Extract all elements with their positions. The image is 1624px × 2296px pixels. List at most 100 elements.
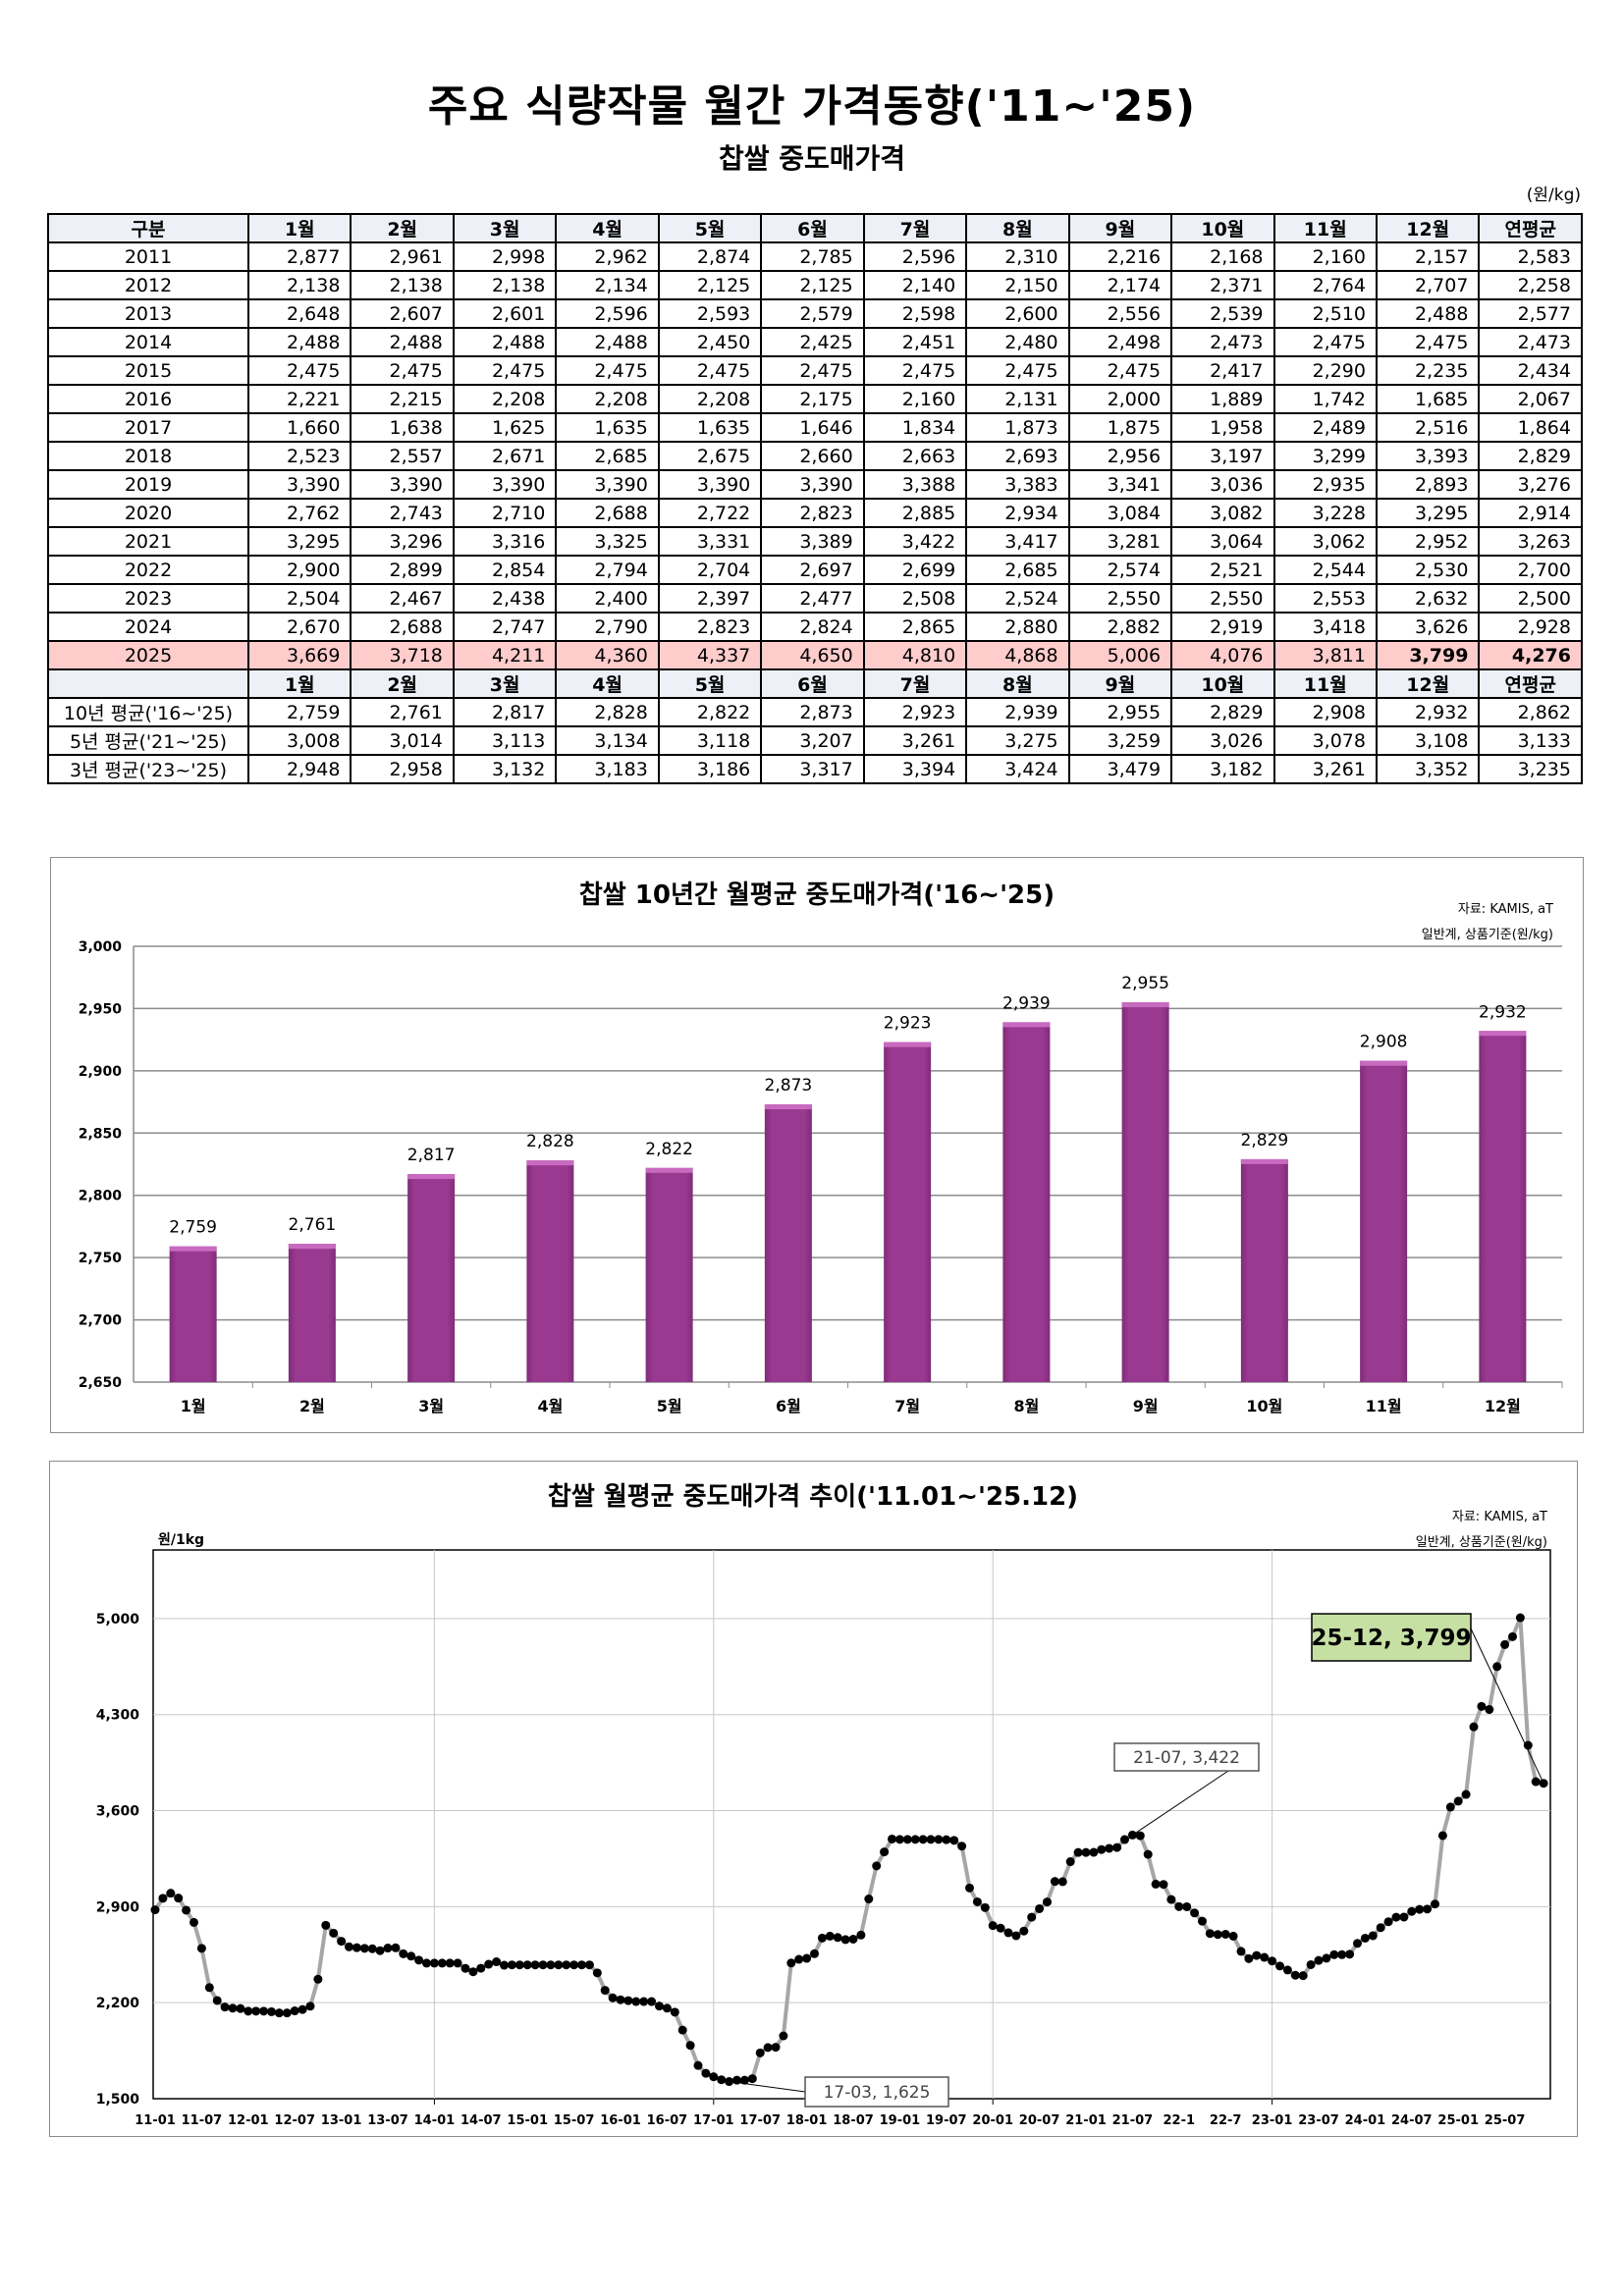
table-row: 2022 2,900 2,899 2,854 2,794 2,704 2,697 2,699 2… — [47, 555, 1583, 585]
data-point — [1081, 1847, 1091, 1857]
table-cell: 2,000 — [1067, 384, 1173, 414]
table-cell: 2,397 — [657, 583, 763, 614]
data-point — [375, 1946, 385, 1955]
data-point — [755, 2048, 765, 2057]
data-point — [926, 1835, 936, 1844]
x-tick-label: 22-7 — [1210, 2113, 1242, 2128]
table-cell: 3,811 — [1272, 640, 1378, 670]
data-point — [530, 1960, 540, 1970]
table-cell: 1,889 — [1170, 384, 1275, 414]
table-cell: 3,261 — [862, 725, 968, 756]
table-cell: 2,504 — [246, 583, 352, 614]
data-point — [236, 2003, 245, 2013]
x-tick-label: 9월 — [1133, 1397, 1159, 1415]
x-tick-label: 12월 — [1485, 1397, 1521, 1415]
table-cell: 2,550 — [1067, 583, 1173, 614]
data-point — [1065, 1857, 1075, 1867]
data-point — [840, 1935, 850, 1945]
series-line — [153, 1617, 1544, 2084]
table-cell: 2월 — [350, 668, 455, 699]
data-point — [1423, 1904, 1433, 1914]
data-point — [1515, 1613, 1525, 1623]
table-row: 2013 2,648 2,607 2,601 2,596 2,593 2,579 2,598 2… — [47, 298, 1583, 329]
data-point — [1182, 1901, 1192, 1911]
table-cell: 3,317 — [760, 754, 865, 784]
table-cell: 2,475 — [1272, 327, 1378, 357]
data-point — [1485, 1705, 1494, 1715]
table-cell: 3,026 — [1170, 725, 1275, 756]
table-cell: 1,660 — [246, 412, 352, 443]
data-point — [825, 1931, 835, 1941]
x-tick-label: 18-07 — [833, 2113, 874, 2128]
data-point — [158, 1894, 168, 1903]
data-point — [274, 2008, 284, 2018]
data-point — [623, 1996, 633, 2005]
row-label: 10년 평균('16~'25) — [47, 697, 249, 727]
table-cell: 2,660 — [760, 441, 865, 471]
data-point — [600, 1986, 610, 1996]
x-tick-label: 14-07 — [460, 2113, 502, 2128]
table-cell: 1,646 — [760, 412, 865, 443]
x-tick-label: 5월 — [657, 1397, 682, 1415]
bar — [884, 1041, 932, 1382]
table-cell: 2,998 — [452, 241, 558, 272]
x-tick-label: 16-07 — [647, 2113, 688, 2128]
table-subheader: 1월 2월 3월 4월 5월 6월 7월 8월 9월 10월 11월 12월 연평균 — [47, 668, 1583, 699]
data-point — [267, 2006, 276, 2016]
bar — [1240, 1158, 1288, 1382]
data-point — [1019, 1926, 1029, 1936]
table-cell: 2,935 — [1272, 469, 1378, 500]
table-cell: 10월 — [1170, 668, 1275, 699]
table-cell: 3,228 — [1272, 498, 1378, 528]
bar — [288, 1244, 336, 1382]
annotation-leader — [1470, 1628, 1544, 1784]
table-cell: 1,873 — [965, 412, 1070, 443]
data-point — [259, 2006, 269, 2016]
table-row: 2018 2,523 2,557 2,671 2,685 2,675 2,660 2,663 2… — [47, 441, 1583, 471]
data-point — [406, 1951, 416, 1961]
data-point — [321, 1920, 331, 1930]
bar-chart-svg: 찹쌀 10년간 월평균 중도매가격('16~'25) 자료: KAMIS, aT… — [79, 881, 1563, 1415]
data-point — [1198, 1916, 1207, 1926]
data-point — [1531, 1777, 1541, 1787]
table-cell: 2월 — [350, 213, 455, 243]
row-label: 3년 평균('23~'25) — [47, 754, 249, 784]
table-cell: 4,276 — [1478, 640, 1583, 670]
x-tick-label: 18-01 — [786, 2113, 828, 2128]
data-point — [949, 1836, 959, 1845]
data-point — [701, 2068, 711, 2078]
data-point — [670, 2007, 679, 2017]
table-cell: 7월 — [862, 668, 968, 699]
data-point — [988, 1921, 998, 1931]
data-point — [453, 1958, 462, 1968]
data-point — [554, 1960, 564, 1970]
row-label: 2025 — [47, 640, 249, 670]
table-cell: 2,489 — [1272, 412, 1378, 443]
average-row: 3년 평균('23~'25) 2,948 2,958 3,132 3,183 3,186 3… — [47, 754, 1583, 784]
table-cell: 2,067 — [1478, 384, 1583, 414]
y-tick-label: 2,900 — [96, 1899, 140, 1915]
table-cell: 2,600 — [965, 298, 1070, 329]
data-point — [1011, 1931, 1021, 1941]
y-tick-label: 2,800 — [79, 1189, 123, 1204]
table-cell: 2,900 — [246, 555, 352, 585]
data-point — [771, 2043, 781, 2053]
table-cell: 2,550 — [1170, 583, 1275, 614]
row-label — [47, 668, 249, 699]
table-cell: 3,325 — [555, 526, 660, 557]
y-tick-label: 1,500 — [96, 2092, 140, 2108]
bar-value-label: 2,817 — [407, 1146, 456, 1165]
table-cell: 2,160 — [862, 384, 968, 414]
table-cell: 2,556 — [1067, 298, 1173, 329]
bar — [645, 1167, 693, 1382]
bar-top-bevel — [169, 1246, 217, 1252]
bar — [1479, 1031, 1527, 1382]
table-cell: 5,006 — [1067, 640, 1173, 670]
table-cell: 3,422 — [862, 526, 968, 557]
table-cell: 1월 — [246, 213, 352, 243]
row-label: 5년 평균('21~'25) — [47, 725, 249, 756]
table-cell: 2,759 — [246, 697, 352, 727]
table-cell: 2,574 — [1067, 555, 1173, 585]
bar-top-bevel — [764, 1104, 812, 1110]
data-point — [942, 1835, 951, 1844]
